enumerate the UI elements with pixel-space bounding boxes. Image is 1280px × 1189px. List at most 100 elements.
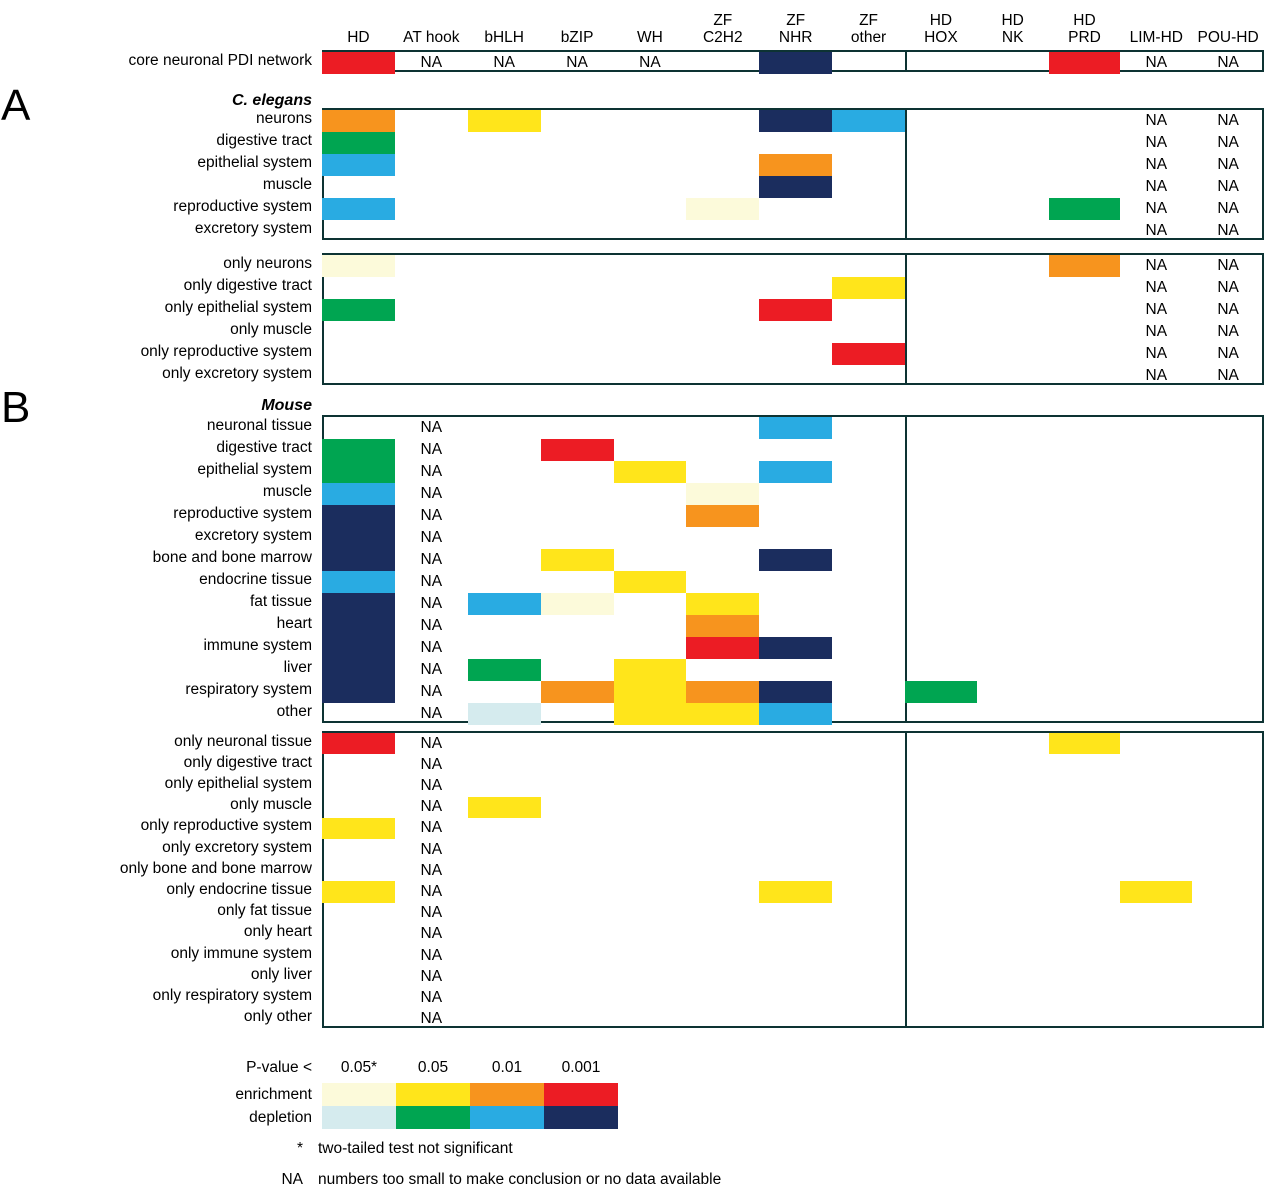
heatmap-cell-D2 [905, 681, 977, 703]
na-cell: NA [1217, 178, 1239, 195]
na-cell: NA [1217, 301, 1239, 318]
na-cell: NA [420, 683, 443, 700]
na-cell: NA [639, 54, 661, 71]
na-cell: NA [1145, 156, 1168, 173]
column-header-line: HD [929, 12, 953, 29]
row-label-muscle: muscle [262, 483, 312, 500]
heatmap-cell-D4 [759, 549, 833, 571]
row-label-only-epithelial-system: only epithelial system [164, 775, 312, 792]
row-label-epithelial-system: epithelial system [197, 154, 312, 171]
na-cell: NA [420, 441, 443, 458]
column-header-zf-c2h2: ZF C2H2 [678, 4, 768, 46]
heatmap-cell-D3 [759, 703, 833, 725]
na-cell: NA [420, 507, 443, 524]
column-header-bzip: bZIP [532, 4, 622, 46]
na-cell: NA [420, 485, 443, 502]
column-header-line: HD [1001, 12, 1024, 29]
na-cell: NA [1145, 367, 1168, 384]
heatmap-cell-E3 [686, 681, 760, 703]
na-cell: NA [1217, 367, 1239, 384]
heatmap-cell-E2 [540, 549, 614, 571]
species-label-mouse: Mouse [261, 397, 312, 414]
row-label-other: other [276, 703, 312, 720]
heatmap-cell-D2 [322, 439, 395, 461]
na-cell: NA [1217, 54, 1239, 71]
row-label-only-neuronal-tissue: only neuronal tissue [174, 732, 312, 750]
heatmap-cell-E2 [686, 593, 760, 615]
na-cell: NA [420, 988, 443, 1006]
footnote-na-symbol: NA [281, 1171, 303, 1188]
heatmap-cell-D3 [322, 154, 395, 176]
na-cell: NA [1145, 222, 1168, 239]
column-header-line: ZF [859, 12, 879, 29]
heatmap-cell-D2 [322, 299, 395, 321]
heatmap-cell-E4 [322, 733, 395, 755]
row-label-digestive-tract: digestive tract [216, 439, 312, 456]
na-cell: NA [420, 861, 443, 879]
column-header-line: PRD [1068, 29, 1101, 46]
heatmap-cell-D1 [467, 703, 541, 725]
column-header-line: ZF [713, 12, 733, 29]
heatmap-cell-E2 [467, 110, 541, 132]
row-label-only-muscle: only muscle [230, 321, 312, 338]
na-cell: NA [420, 755, 443, 773]
heatmap-cell-E2 [613, 681, 687, 703]
row-label-digestive-tract: digestive tract [216, 132, 312, 149]
row-label-only-digestive-tract: only digestive tract [183, 753, 312, 771]
legend-swatch-D3 [470, 1106, 544, 1129]
na-cell: NA [1145, 257, 1168, 274]
row-label-excretory-system: excretory system [194, 527, 312, 544]
na-cell: NA [1217, 345, 1239, 362]
na-cell: NA [1217, 279, 1239, 296]
legend-swatch-E4 [544, 1083, 618, 1106]
heatmap-cell-E3 [759, 154, 833, 176]
legend-row-label-enrichment: enrichment [235, 1085, 312, 1103]
legend-swatch-E1 [322, 1083, 396, 1106]
celegans-only-heatmap-block: NA NA NA NA NA NA NA NA NA NA NA NA [322, 253, 1264, 385]
heatmap-cell-E2 [613, 703, 687, 725]
column-header-line: other [850, 29, 887, 46]
na-cell: NA [1145, 323, 1168, 340]
column-header-line: C2H2 [702, 29, 743, 46]
column-header-pou-hd: POU-HD [1183, 4, 1273, 46]
row-label-only-digestive-tract: only digestive tract [183, 277, 312, 294]
column-header-bhlh: bHLH [459, 4, 549, 46]
panel-b-letter: B [1, 383, 31, 432]
row-label-only-endocrine-tissue: only endocrine tissue [166, 881, 312, 898]
row-label-core-neuronal-pdi-network: core neuronal PDI network [128, 52, 312, 69]
heatmap-cell-E4 [686, 637, 760, 659]
row-label-neurons: neurons [255, 110, 312, 127]
na-cell: NA [1217, 222, 1239, 239]
na-cell: NA [420, 529, 443, 546]
heatmap-cell-D4 [759, 110, 833, 132]
heatmap-cell-E1 [686, 483, 760, 505]
heatmap-cell-D4 [759, 681, 833, 703]
footnote-asterisk-text: two-tailed test not significant [318, 1140, 513, 1157]
panel-a-letter: A [1, 81, 31, 130]
na-cell: NA [1217, 257, 1239, 274]
na-cell: NA [1217, 323, 1239, 340]
column-header-zf-nhr: ZF NHR [751, 4, 841, 46]
na-cell: NA [420, 776, 443, 794]
column-header-hd-nk: HD NK [968, 4, 1058, 46]
row-label-fat-tissue: fat tissue [249, 593, 312, 610]
legend-swatch-E3 [470, 1083, 544, 1106]
na-cell: NA [1145, 178, 1168, 195]
heatmap-cell-D4 [759, 52, 833, 74]
na-cell: NA [1217, 200, 1239, 217]
na-cell: NA [420, 1010, 443, 1028]
row-label-neuronal-tissue: neuronal tissue [206, 417, 312, 434]
na-cell: NA [420, 946, 443, 964]
heatmap-cell-D3 [322, 571, 395, 593]
mouse-tissues-heatmap-block: NA NA NA NA NA NA NA NA NA NA NA NA NA NA [322, 415, 1264, 725]
na-cell: NA [420, 54, 443, 71]
row-label-muscle: muscle [262, 176, 312, 193]
na-cell: NA [420, 925, 443, 943]
footnote-na-text: numbers too small to make conclusion or … [318, 1171, 722, 1188]
column-header-lim-hd: LIM-HD [1111, 4, 1201, 46]
row-label-only-liver: only liver [250, 965, 312, 983]
na-cell: NA [1217, 156, 1239, 173]
heatmap-cell-E3 [686, 505, 760, 527]
na-cell: NA [420, 734, 443, 752]
